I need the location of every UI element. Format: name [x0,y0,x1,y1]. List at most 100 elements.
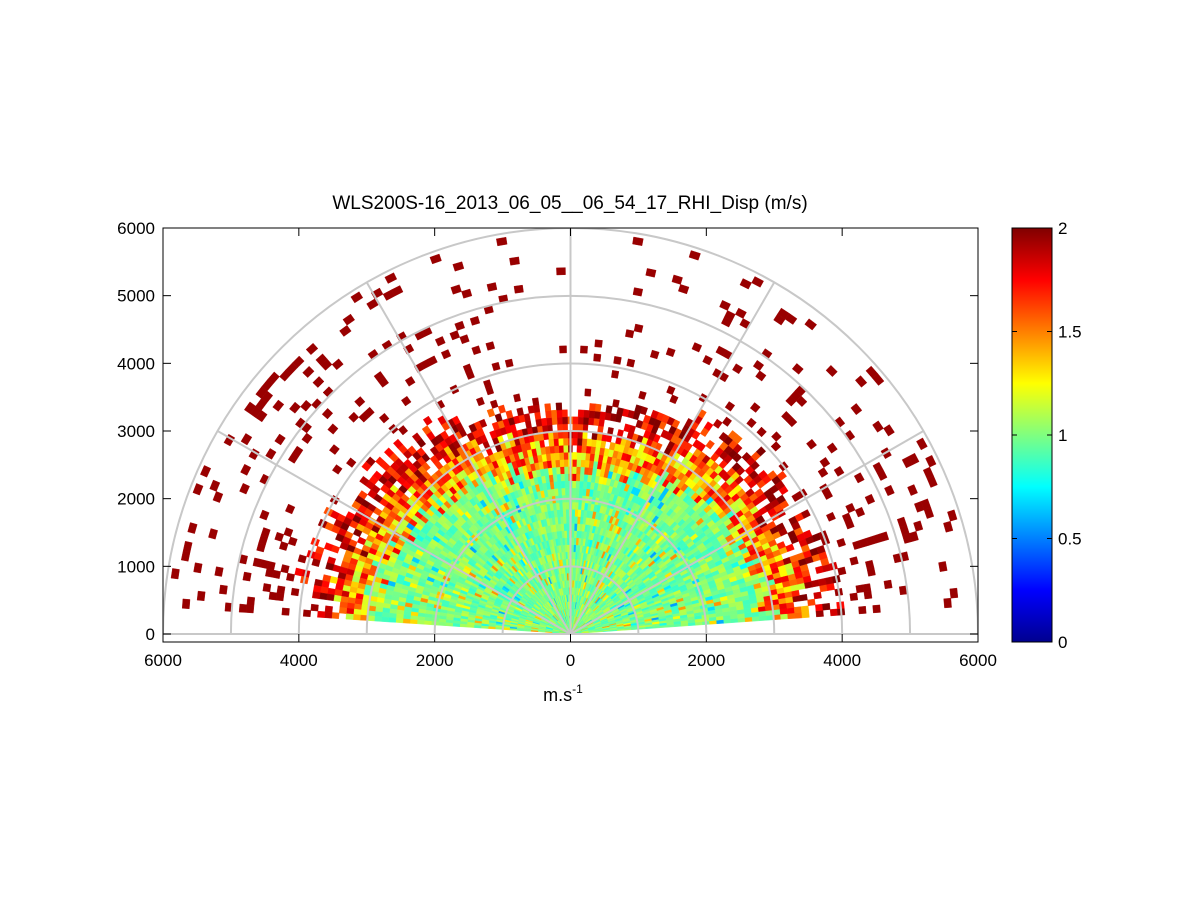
heatmap-cell [311,591,321,600]
heatmap-cell [815,609,824,618]
heatmap-cell [311,558,321,567]
heatmap-cell [353,608,362,616]
heatmap-cell [758,615,767,622]
heatmap-cell [572,416,579,425]
heatmap-cell [571,501,576,510]
y-tick-label: 2000 [117,490,155,509]
heatmap-cell [495,626,503,630]
heatmap-cell [170,568,180,580]
heatmap-cell [504,358,514,368]
heatmap-cell [416,619,425,625]
heatmap-cell [879,531,890,542]
heatmap-cell [801,611,810,619]
polar-spoke [569,281,776,635]
heatmap-cell [850,403,863,416]
heatmap-cell [480,625,489,629]
heatmap-cell [837,566,847,576]
heatmap-cell [275,592,285,602]
heatmap-cell [401,395,412,407]
heatmap-cell [245,604,255,614]
heatmap-cell [327,423,339,435]
heatmap-cell [855,584,865,594]
heatmap-cell [849,556,859,566]
colorbar-tick-label: 1 [1058,426,1067,445]
heatmap-cell [324,605,333,613]
heatmap-cell [576,452,582,460]
y-tick-label: 1000 [117,557,155,576]
heatmap-cell [434,336,446,347]
heatmap-cell [577,409,585,418]
heatmap-cell [645,268,657,278]
heatmap-cell [849,592,859,601]
heatmap-cell [555,402,563,411]
heatmap-cell [562,437,569,446]
heatmap-cell [325,562,335,571]
heatmap-cell [623,423,631,433]
heatmap-cell [223,433,236,447]
heatmap-cell [578,480,584,489]
heatmap-cell [833,465,845,477]
heatmap-cell [571,530,575,538]
heatmap-cell [580,459,586,468]
colorbar-tick-label: 0 [1058,633,1067,652]
heatmap-cell [491,361,501,372]
heatmap-cell [321,408,334,420]
heatmap-cell [351,500,362,510]
heatmap-cell [767,470,778,481]
heatmap-cell [863,590,873,600]
heatmap-cell [345,613,354,620]
heatmap-cell [452,261,465,272]
heatmap-cell [571,473,577,482]
heatmap-cell [794,611,803,619]
heatmap-cell [454,320,465,331]
heatmap-cell [180,550,191,562]
heatmap-cell [246,596,256,606]
heatmap-cell [896,516,907,528]
heatmap-cell [634,404,643,414]
heatmap-cell [378,412,390,424]
heatmap-cell [393,438,403,449]
heatmap-cell [576,445,582,453]
heatmap-cell [563,459,569,467]
heatmap-cell [561,416,568,425]
heatmap-cell [800,605,810,613]
heatmap-cell [576,459,582,468]
heatmap-cell [381,612,390,618]
heatmap-cell [589,403,596,412]
heatmap-cell [559,459,565,468]
heatmap-cell [822,602,831,611]
heatmap-cell [564,480,569,489]
heatmap-cell [558,445,564,453]
heatmap-cell [339,325,352,337]
heatmap-cell [440,349,452,360]
heatmap-cell [429,446,440,456]
heatmap-cell [553,445,560,454]
heatmap-cell [450,284,462,295]
heatmap-cell [429,253,442,265]
heatmap-cell [544,403,552,412]
heatmap-cell [625,329,635,339]
heatmap-cell [665,347,676,358]
heatmap-cell [845,502,856,514]
heatmap-cell [571,480,577,489]
heatmap-cell [732,363,743,375]
heatmap-cell [187,522,198,534]
heatmap-cell [571,466,577,474]
heatmap-cell [755,446,767,457]
heatmap-cell [777,307,790,320]
heatmap-cell [815,603,824,612]
heatmap-cell [242,571,252,582]
colorbar-tick-label: 2 [1058,219,1067,238]
heatmap-cell [787,612,796,620]
heatmap-cell [560,473,565,482]
heatmap-cell [252,557,262,568]
heatmap-cell [746,417,757,429]
heatmap-cell [489,430,498,440]
heatmap-cell [301,432,313,444]
heatmap-cell [374,611,383,618]
heatmap-cell [350,291,364,304]
heatmap-cell [342,313,355,326]
heatmap-cell [703,421,714,432]
heatmap-cell [799,593,808,602]
heatmap-cell [531,397,540,406]
